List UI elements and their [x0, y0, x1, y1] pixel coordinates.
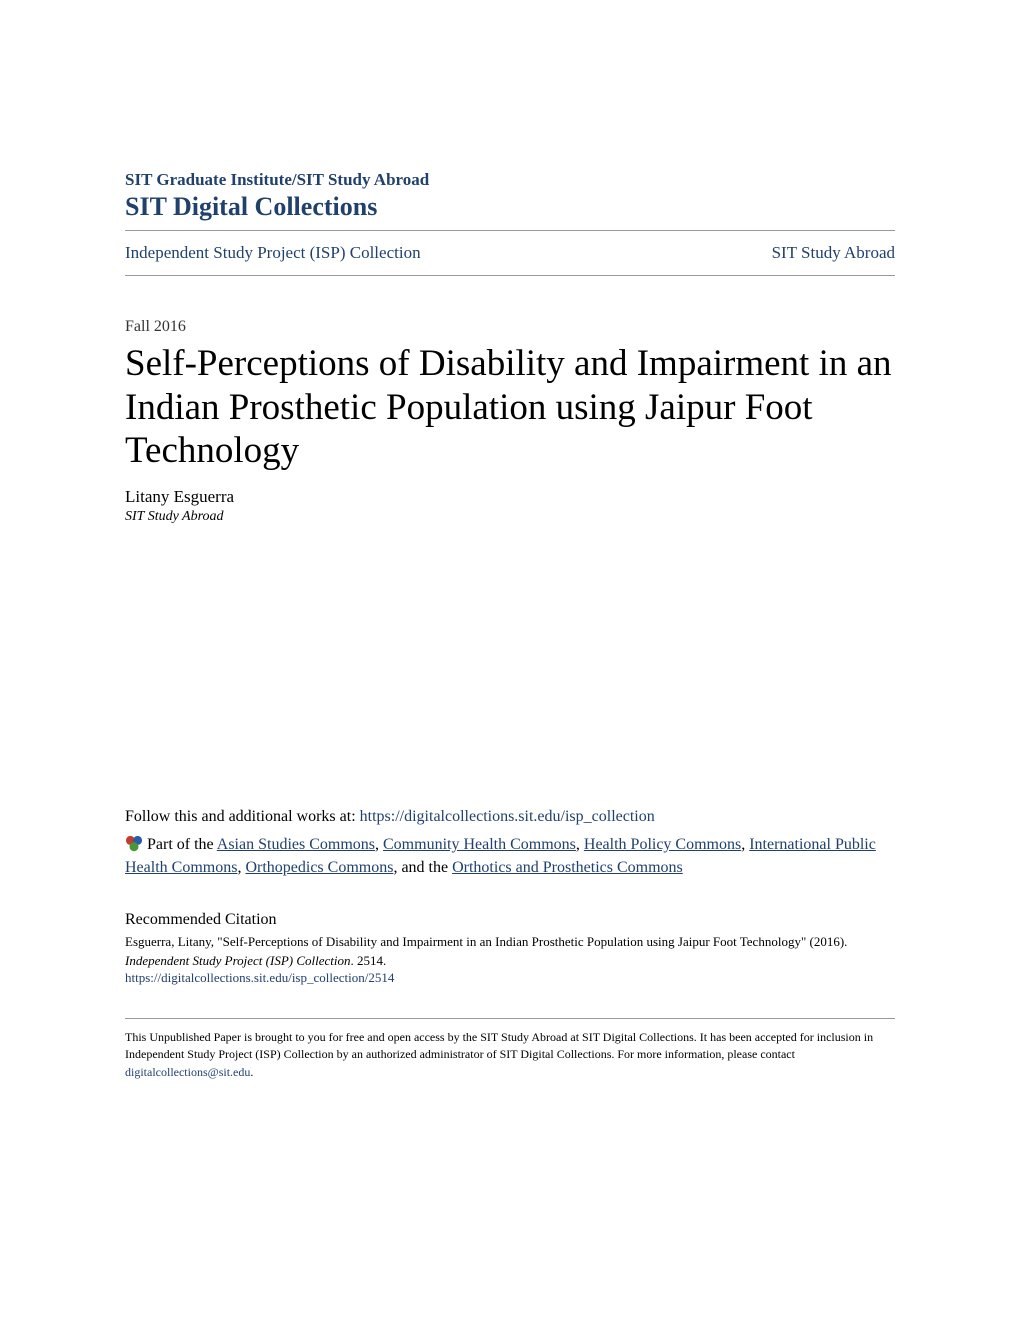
commons-link-2[interactable]: Health Policy Commons [584, 836, 741, 853]
header-block: SIT Graduate Institute/SIT Study Abroad … [125, 170, 895, 222]
part-of-line: Part of the Asian Studies Commons, Commu… [125, 833, 895, 879]
publication-date: Fall 2016 [125, 318, 895, 336]
commons-link-5[interactable]: Orthotics and Prosthetics Commons [452, 859, 683, 876]
footer-divider [125, 1018, 895, 1019]
page-container: SIT Graduate Institute/SIT Study Abroad … [0, 0, 1020, 1141]
nav-collection-link[interactable]: Independent Study Project (ISP) Collecti… [125, 243, 421, 263]
footer-post: . [250, 1065, 253, 1079]
network-icon [125, 835, 143, 853]
author-affiliation: SIT Study Abroad [125, 509, 895, 525]
follow-section: Follow this and additional works at: htt… [125, 805, 895, 879]
divider-bottom [125, 275, 895, 276]
footer-pre: This Unpublished Paper is brought to you… [125, 1030, 873, 1061]
nav-row: Independent Study Project (ISP) Collecti… [125, 231, 895, 275]
collections-title[interactable]: SIT Digital Collections [125, 192, 895, 222]
nav-study-abroad-link[interactable]: SIT Study Abroad [772, 243, 895, 263]
citation-text: Esguerra, Litany, "Self-Perceptions of D… [125, 933, 895, 969]
follow-url-link[interactable]: https://digitalcollections.sit.edu/isp_c… [360, 808, 655, 825]
commons-link-0[interactable]: Asian Studies Commons [217, 836, 375, 853]
citation-link[interactable]: https://digitalcollections.sit.edu/isp_c… [125, 970, 895, 986]
citation-pre: Esguerra, Litany, "Self-Perceptions of D… [125, 934, 847, 949]
footer-email-link[interactable]: digitalcollections@sit.edu [125, 1065, 250, 1079]
citation-italic: Independent Study Project (ISP) Collecti… [125, 953, 351, 968]
institute-name: SIT Graduate Institute/SIT Study Abroad [125, 170, 895, 190]
part-of-prefix: Part of the [147, 836, 217, 853]
paper-title: Self-Perceptions of Disability and Impai… [125, 342, 895, 473]
citation-section: Recommended Citation Esguerra, Litany, "… [125, 911, 895, 985]
and-the-text: , and the [393, 859, 452, 876]
author-name: Litany Esguerra [125, 487, 895, 507]
follow-line: Follow this and additional works at: htt… [125, 805, 895, 829]
commons-link-1[interactable]: Community Health Commons [383, 836, 576, 853]
citation-heading: Recommended Citation [125, 911, 895, 929]
footer-text: This Unpublished Paper is brought to you… [125, 1029, 895, 1081]
commons-link-4[interactable]: Orthopedics Commons [245, 859, 393, 876]
follow-label: Follow this and additional works at: [125, 808, 360, 825]
citation-post: . 2514. [351, 953, 387, 968]
